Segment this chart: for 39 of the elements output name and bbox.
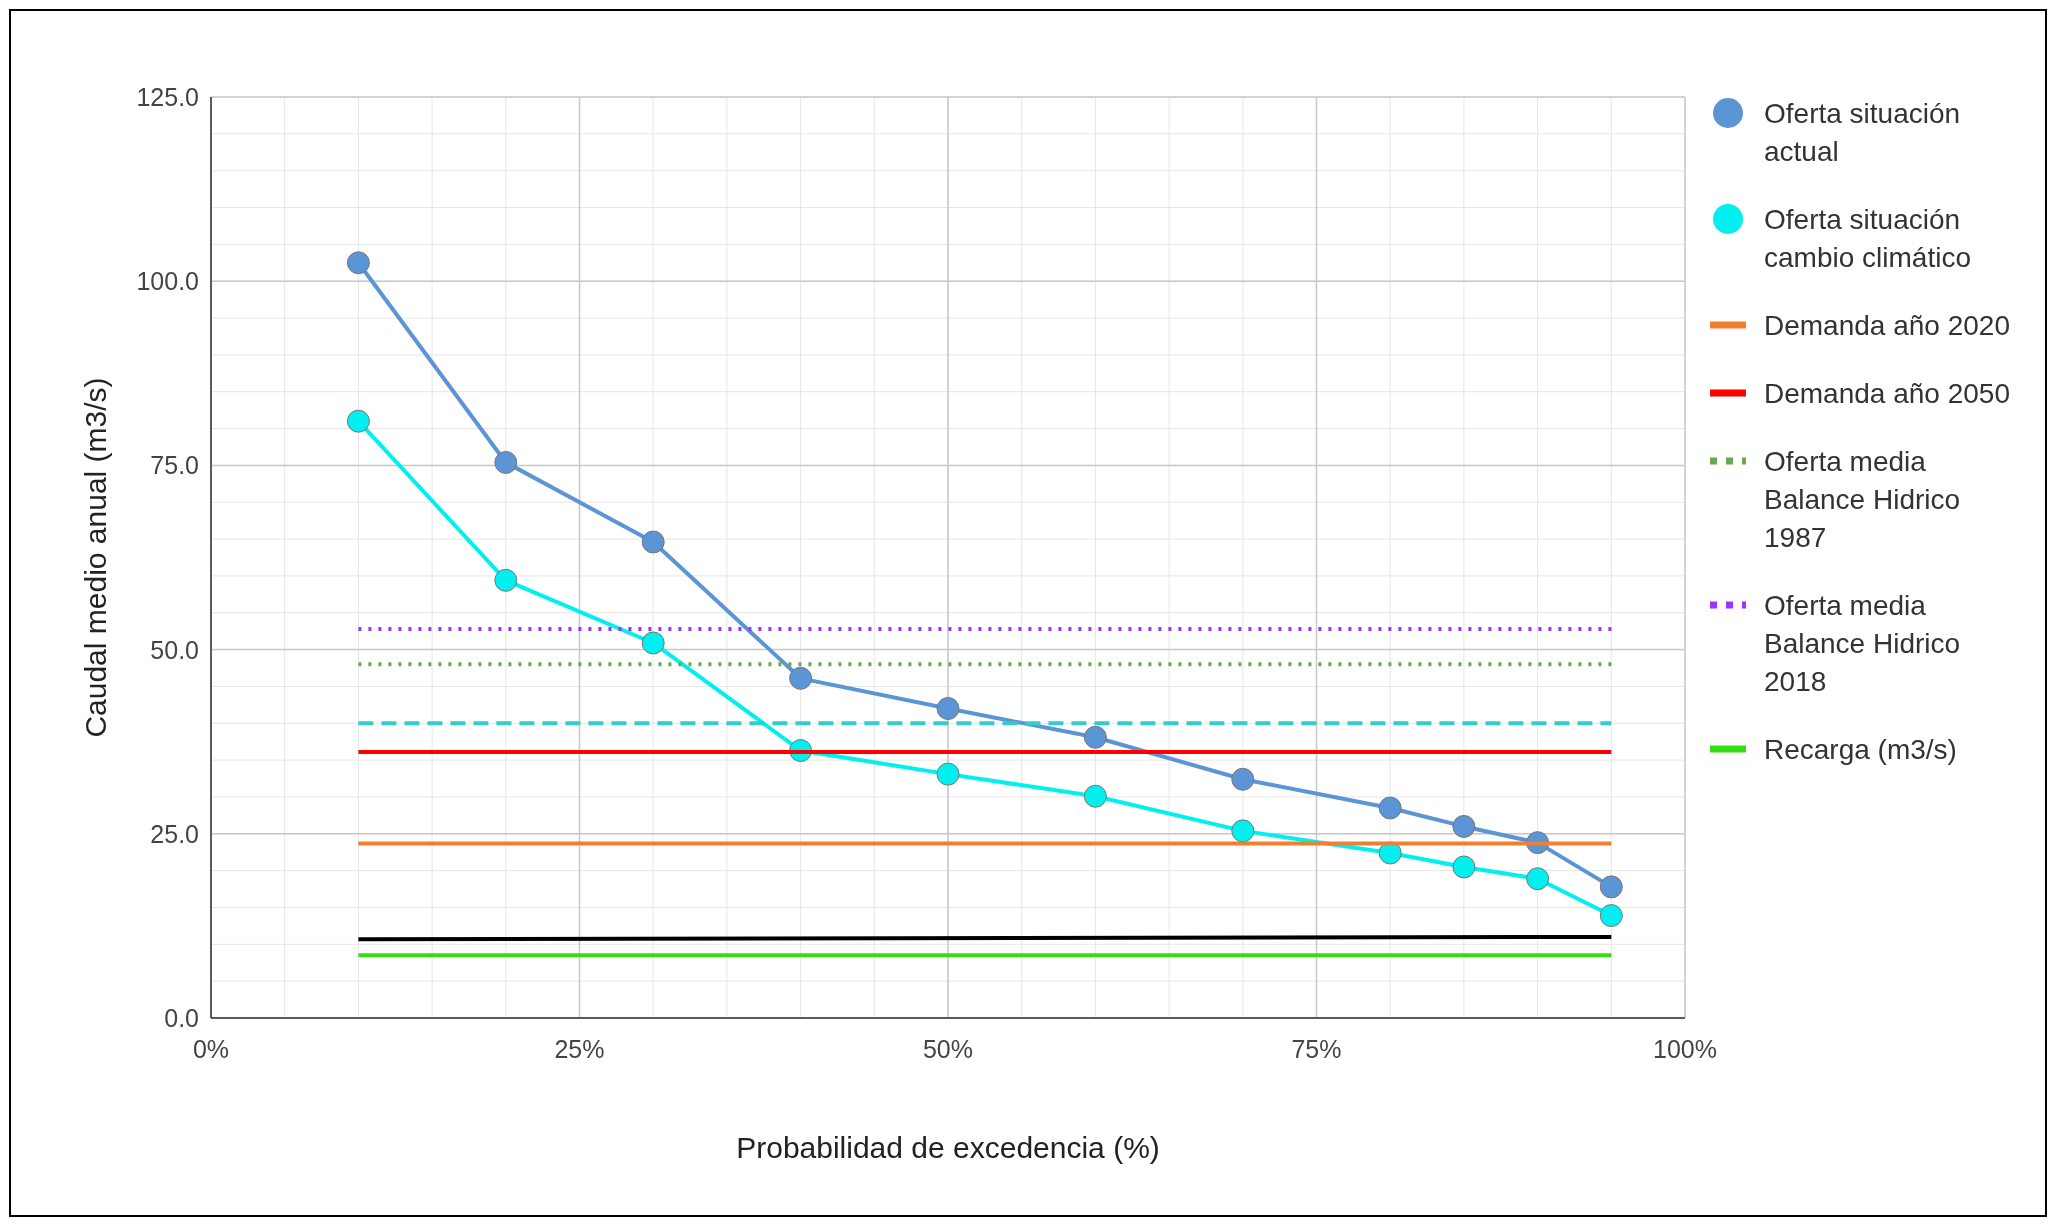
legend-label: Oferta situación cambio climático	[1764, 204, 1971, 273]
x-tick-label: 25%	[554, 1035, 605, 1063]
point	[641, 631, 665, 655]
point	[1231, 819, 1255, 843]
legend-label: Recarga (m3/s)	[1764, 734, 1957, 765]
point	[494, 450, 518, 474]
y-tick-label: 0.0	[164, 1004, 199, 1032]
legend-label: Oferta media Balance Hidrico 1987	[1764, 446, 1961, 553]
legend-label: Demanda año 2020	[1764, 310, 2010, 341]
y-axis-title: Caudal medio anual (m3/s)	[79, 377, 112, 738]
legend-label: Oferta media Balance Hidrico 2018	[1764, 590, 1961, 697]
point	[936, 762, 960, 786]
y-tick-label: 100.0	[136, 267, 199, 296]
y-tick-label: 75.0	[150, 451, 199, 480]
y-tick-label: 125.0	[136, 83, 199, 111]
point	[1083, 784, 1107, 808]
x-axis-title: Probabilidad de excedencia (%)	[736, 1131, 1160, 1164]
x-tick-label: 50%	[922, 1035, 974, 1063]
point	[1378, 796, 1402, 820]
y-tick-label: 50.0	[150, 635, 199, 664]
x-tick-label: 75%	[1291, 1035, 1342, 1063]
x-tick-label: 0%	[192, 1035, 230, 1063]
point	[1452, 855, 1476, 879]
point	[1452, 814, 1476, 838]
point	[789, 666, 813, 690]
point	[641, 530, 665, 554]
point	[346, 409, 370, 433]
point	[494, 568, 518, 592]
point	[1083, 725, 1107, 749]
y-tick-label: 25.0	[150, 819, 199, 848]
point	[1599, 875, 1623, 899]
point	[1526, 867, 1550, 891]
point	[936, 697, 960, 721]
x-tick-label: 100%	[1653, 1035, 1717, 1063]
point	[1231, 767, 1255, 791]
point	[1599, 904, 1623, 928]
point	[346, 251, 370, 275]
legend-label: Demanda año 2050	[1764, 378, 2010, 409]
legend-label: Oferta situación actual	[1764, 98, 1961, 167]
